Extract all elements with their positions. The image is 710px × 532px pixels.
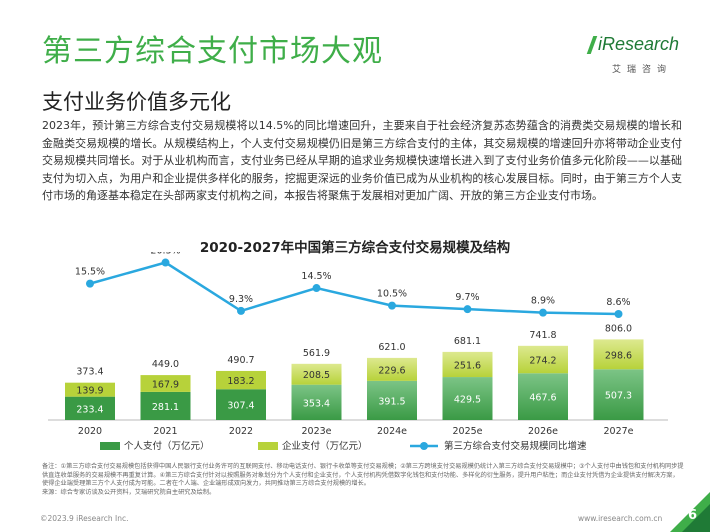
bar-total-label: 373.4 bbox=[76, 367, 103, 378]
bar-corporate bbox=[518, 345, 568, 374]
bar-label-personal: 467.6 bbox=[529, 393, 556, 404]
bar-label-corporate: 167.9 bbox=[152, 379, 179, 390]
bar-corporate bbox=[593, 339, 644, 370]
bar-personal bbox=[593, 369, 644, 420]
bar-total-label: 490.7 bbox=[227, 355, 254, 366]
bar-label-personal: 233.4 bbox=[76, 404, 103, 415]
bar-label-personal: 307.4 bbox=[227, 401, 254, 412]
bar-corporate bbox=[367, 357, 417, 381]
growth-label: 15.5% bbox=[75, 267, 105, 278]
footer-copyright: ©2023.9 iResearch Inc. bbox=[40, 514, 129, 523]
bar-corporate bbox=[65, 382, 115, 397]
bar-total-label: 681.1 bbox=[454, 336, 481, 347]
bar-label-corporate: 183.2 bbox=[227, 376, 254, 387]
page-subtitle: 支付业务价值多元化 bbox=[42, 90, 231, 114]
growth-point bbox=[539, 308, 547, 317]
bar-label-personal: 507.3 bbox=[605, 391, 632, 402]
legend-swatch-corporate bbox=[258, 442, 278, 450]
bar-line-chart: 233.4 139.9 373.4 2020 281.1 167.9 449.0 2021 30… bbox=[48, 252, 668, 452]
x-tick-label: 2025e bbox=[452, 426, 482, 437]
chart-notes: 备注：①第三方综合支付交易规模包括获得中国人民银行支付业务许可的互联网支付、移动… bbox=[42, 463, 684, 496]
legend-swatch-personal bbox=[100, 442, 120, 450]
bar-label-personal: 429.5 bbox=[454, 395, 481, 406]
x-tick-label: 2021 bbox=[153, 426, 177, 437]
logo-cn-text: 艾瑞咨询 bbox=[612, 65, 673, 75]
iresearch-logo: iResearch 艾瑞咨询 bbox=[586, 34, 700, 88]
intro-paragraph: 2023年，预计第三方综合支付交易规模将以14.5%的同比增速回升，主要来自于社… bbox=[42, 119, 682, 202]
growth-point bbox=[86, 279, 94, 288]
bar-total-label: 741.8 bbox=[529, 330, 556, 341]
growth-point bbox=[463, 305, 472, 314]
x-tick-label: 2027e bbox=[603, 426, 633, 437]
bar-label-corporate: 251.6 bbox=[454, 360, 481, 371]
growth-point bbox=[161, 258, 170, 267]
bar-total-label: 561.9 bbox=[303, 348, 330, 359]
growth-label: 14.5% bbox=[301, 271, 331, 282]
bar-label-corporate: 208.5 bbox=[303, 370, 330, 381]
bar-label-personal: 353.4 bbox=[303, 398, 330, 409]
footer-url[interactable]: www.iresearch.com.cn bbox=[578, 514, 663, 523]
growth-point bbox=[312, 284, 321, 293]
bar-label-corporate: 274.2 bbox=[529, 356, 556, 367]
growth-label: 8.9% bbox=[531, 296, 555, 307]
corner-decoration bbox=[670, 492, 710, 532]
bar-label-personal: 391.5 bbox=[378, 396, 405, 407]
logo-brand-text: iResearch bbox=[598, 34, 680, 54]
bar-personal bbox=[442, 377, 493, 420]
bar-total-label: 449.0 bbox=[152, 359, 179, 370]
bar-personal bbox=[518, 373, 568, 420]
growth-point bbox=[388, 301, 396, 310]
x-tick-label: 2026e bbox=[528, 426, 558, 437]
bar-label-corporate: 139.9 bbox=[76, 386, 103, 397]
bar-label-personal: 281.1 bbox=[152, 402, 179, 413]
growth-label: 9.7% bbox=[455, 292, 479, 303]
bar-corporate bbox=[216, 370, 266, 390]
page-title: 第三方综合支付市场大观 bbox=[42, 34, 383, 69]
legend-label-personal: 个人支付（万亿元） bbox=[124, 440, 210, 452]
legend-label-growth: 第三方综合支付交易规模同比增速 bbox=[444, 440, 587, 452]
bar-total-label: 806.0 bbox=[605, 323, 632, 334]
growth-label: 9.3% bbox=[229, 294, 253, 305]
bar-personal bbox=[367, 380, 417, 420]
chart-title: 2020-2027年中国第三方综合支付交易规模及结构 bbox=[199, 240, 511, 256]
bar-label-corporate: 229.6 bbox=[378, 365, 405, 376]
growth-label: 8.6% bbox=[606, 297, 630, 308]
bar-personal bbox=[216, 389, 266, 420]
bar-total-label: 621.0 bbox=[378, 342, 405, 353]
bar-personal bbox=[65, 396, 115, 420]
bar-label-corporate: 298.6 bbox=[605, 350, 632, 361]
legend-label-corporate: 企业支付（万亿元） bbox=[282, 440, 368, 452]
bar-corporate bbox=[442, 351, 493, 378]
growth-label: 20.3% bbox=[150, 252, 180, 257]
x-tick-label: 2020 bbox=[78, 426, 102, 437]
bar-corporate bbox=[291, 363, 342, 385]
growth-point bbox=[237, 306, 245, 315]
x-tick-label: 2022 bbox=[229, 426, 253, 437]
bar-corporate bbox=[140, 375, 191, 392]
page-number: 6 bbox=[688, 508, 698, 523]
growth-line bbox=[89, 261, 619, 316]
legend-marker-growth bbox=[420, 442, 428, 450]
growth-point bbox=[614, 310, 623, 318]
logo-mark-icon bbox=[586, 36, 598, 54]
growth-label: 10.5% bbox=[377, 289, 407, 300]
x-tick-label: 2023e bbox=[301, 426, 331, 437]
bar-personal bbox=[291, 384, 342, 420]
bar-personal bbox=[140, 391, 191, 420]
x-tick-label: 2024e bbox=[377, 426, 407, 437]
